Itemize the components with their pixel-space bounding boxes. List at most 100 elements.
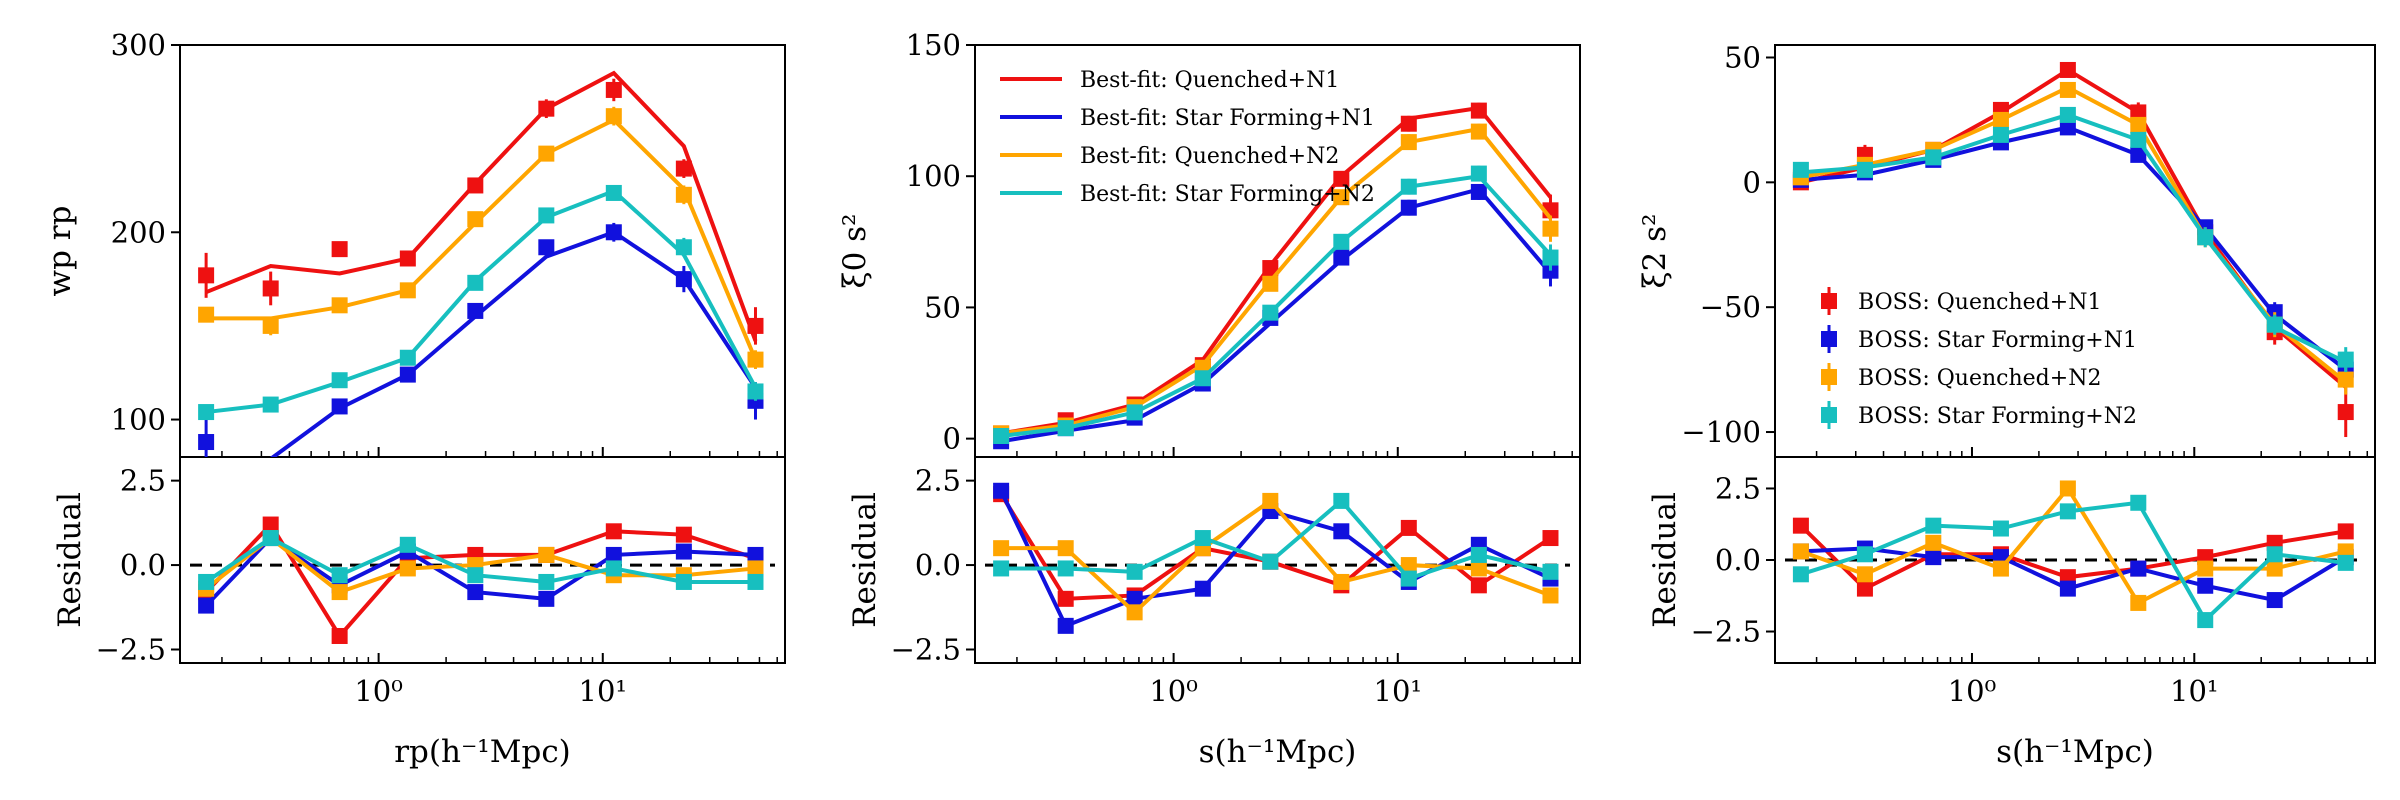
residual-tick-label: 0.0 bbox=[915, 548, 961, 582]
data-point-star-forming-n2 bbox=[1333, 233, 1350, 250]
data-point-quenched-n1 bbox=[1400, 115, 1417, 132]
data-point-star-forming-n2 bbox=[538, 207, 555, 224]
residual-point-star-forming-n2 bbox=[262, 530, 279, 547]
residual-point-quenched-n2 bbox=[1992, 560, 2009, 577]
residual-point-star-forming-n1 bbox=[993, 482, 1010, 499]
data-point-quenched-n1 bbox=[1333, 170, 1350, 187]
legend-boss-label: BOSS: Star Forming+N1 bbox=[1858, 328, 2137, 353]
residual-plot-area bbox=[993, 482, 1559, 634]
data-point-quenched-n1 bbox=[331, 241, 348, 258]
data-point-star-forming-n2 bbox=[2197, 229, 2214, 246]
data-point-quenched-n2 bbox=[262, 317, 279, 334]
data-point-star-forming-n2 bbox=[1126, 404, 1143, 421]
legend-boss-label: BOSS: Quenched+N2 bbox=[1858, 366, 2101, 391]
residual-point-star-forming-n2 bbox=[993, 560, 1010, 577]
x-tick-label: 10¹ bbox=[2170, 674, 2219, 708]
main-plot-area bbox=[198, 70, 764, 457]
residual-tick-label: −2.5 bbox=[96, 632, 166, 666]
data-point-quenched-n1 bbox=[198, 267, 215, 284]
y-tick-label: 100 bbox=[906, 159, 961, 193]
data-point-quenched-n2 bbox=[605, 108, 622, 125]
residual-point-quenched-n2 bbox=[1542, 587, 1559, 604]
residual-point-star-forming-n2 bbox=[1925, 517, 1942, 534]
data-point-star-forming-n2 bbox=[399, 349, 416, 366]
data-point-star-forming-n2 bbox=[2059, 106, 2076, 123]
residual-axes-frame bbox=[179, 456, 786, 664]
residual-point-star-forming-n2 bbox=[1992, 520, 2009, 537]
data-point-quenched-n2 bbox=[1262, 275, 1279, 292]
residual-plot-area bbox=[198, 516, 764, 644]
residual-point-star-forming-n1 bbox=[675, 543, 692, 560]
residual-point-star-forming-n2 bbox=[675, 573, 692, 590]
legend-boss-label: BOSS: Star Forming+N2 bbox=[1858, 404, 2137, 429]
residual-axis-label: Residual bbox=[1647, 492, 1683, 628]
data-point-star-forming-n2 bbox=[1992, 126, 2009, 143]
residual-point-quenched-n1 bbox=[675, 526, 692, 543]
data-point-star-forming-n1 bbox=[1470, 183, 1487, 200]
residual-point-star-forming-n1 bbox=[1925, 549, 1942, 566]
residual-point-star-forming-n1 bbox=[605, 546, 622, 563]
data-point-quenched-n2 bbox=[675, 186, 692, 203]
residual-point-star-forming-n2 bbox=[1126, 563, 1143, 580]
data-point-quenched-n2 bbox=[1470, 123, 1487, 140]
x-tick-label: 10¹ bbox=[1374, 674, 1423, 708]
residual-point-quenched-n2 bbox=[1470, 560, 1487, 577]
residual-tick-label: 2.5 bbox=[120, 464, 166, 498]
residual-point-quenched-n2 bbox=[1925, 534, 1942, 551]
legend-marker-swatch bbox=[1821, 293, 1837, 309]
data-point-star-forming-n2 bbox=[747, 383, 764, 400]
data-point-star-forming-n2 bbox=[1542, 249, 1559, 266]
data-point-quenched-n1 bbox=[538, 100, 555, 117]
data-point-star-forming-n1 bbox=[2059, 119, 2076, 136]
y-tick-label: −100 bbox=[1681, 415, 1761, 449]
y-axis-label: ξ0 s² bbox=[837, 214, 873, 289]
residual-point-star-forming-n2 bbox=[2059, 503, 2076, 520]
data-point-star-forming-n1 bbox=[1333, 249, 1350, 266]
data-point-quenched-n2 bbox=[2059, 81, 2076, 98]
panel-xi2: 10⁰ 10¹ 50 0 −50 −100 2.5 0.0 −2.5 s(h⁻¹Mpc) ξ2 s²… bbox=[1637, 40, 2376, 770]
data-point-quenched-n2 bbox=[747, 351, 764, 368]
x-tick-label: 10⁰ bbox=[1149, 674, 1198, 708]
legend-marker-swatch bbox=[1821, 407, 1837, 423]
data-point-quenched-n1 bbox=[2130, 104, 2147, 121]
data-point-star-forming-n2 bbox=[1792, 161, 1809, 178]
residual-point-quenched-n1 bbox=[2337, 523, 2354, 540]
data-point-star-forming-n2 bbox=[198, 404, 215, 421]
residual-point-quenched-n2 bbox=[538, 546, 555, 563]
data-point-star-forming-n2 bbox=[1262, 304, 1279, 321]
data-point-quenched-n1 bbox=[399, 250, 416, 267]
y-tick-label: 50 bbox=[1724, 40, 1761, 74]
residual-point-star-forming-n2 bbox=[399, 536, 416, 553]
residual-point-star-forming-n1 bbox=[2197, 577, 2214, 594]
model-line-quenched-n2 bbox=[206, 117, 758, 361]
data-point-quenched-n2 bbox=[198, 306, 215, 323]
residual-point-star-forming-n2 bbox=[198, 573, 215, 590]
residual-point-star-forming-n1 bbox=[2266, 592, 2283, 609]
data-point-star-forming-n1 bbox=[331, 398, 348, 415]
legend-best-fit-label: Best-fit: Star Forming+N1 bbox=[1080, 106, 1375, 131]
data-point-quenched-n1 bbox=[1262, 260, 1279, 277]
residual-point-quenched-n2 bbox=[2197, 560, 2214, 577]
residual-point-quenched-n2 bbox=[1792, 543, 1809, 560]
data-point-star-forming-n2 bbox=[605, 184, 622, 201]
residual-tick-label: 2.5 bbox=[915, 464, 961, 498]
data-point-quenched-n2 bbox=[2130, 116, 2147, 133]
residual-point-quenched-n1 bbox=[331, 627, 348, 644]
legend-best-fit-label: Best-fit: Quenched+N2 bbox=[1080, 144, 1339, 169]
data-point-quenched-n2 bbox=[538, 145, 555, 162]
data-point-star-forming-n2 bbox=[1057, 420, 1074, 437]
main-plot-area bbox=[993, 102, 1559, 450]
data-point-star-forming-n2 bbox=[2130, 131, 2147, 148]
model-line-star-forming-n2 bbox=[1800, 112, 2347, 364]
residual-point-star-forming-n2 bbox=[747, 573, 764, 590]
data-point-star-forming-n2 bbox=[331, 372, 348, 389]
residual-point-star-forming-n2 bbox=[605, 560, 622, 577]
y-tick-label: 0 bbox=[1743, 165, 1761, 199]
data-point-star-forming-n1 bbox=[605, 224, 622, 241]
residual-point-star-forming-n1 bbox=[747, 546, 764, 563]
x-tick-label: 10⁰ bbox=[1948, 674, 1997, 708]
data-point-star-forming-n2 bbox=[2266, 316, 2283, 333]
data-point-quenched-n2 bbox=[1992, 111, 2009, 128]
legend-marker-swatch bbox=[1821, 331, 1837, 347]
main-axes-frame bbox=[179, 44, 786, 458]
